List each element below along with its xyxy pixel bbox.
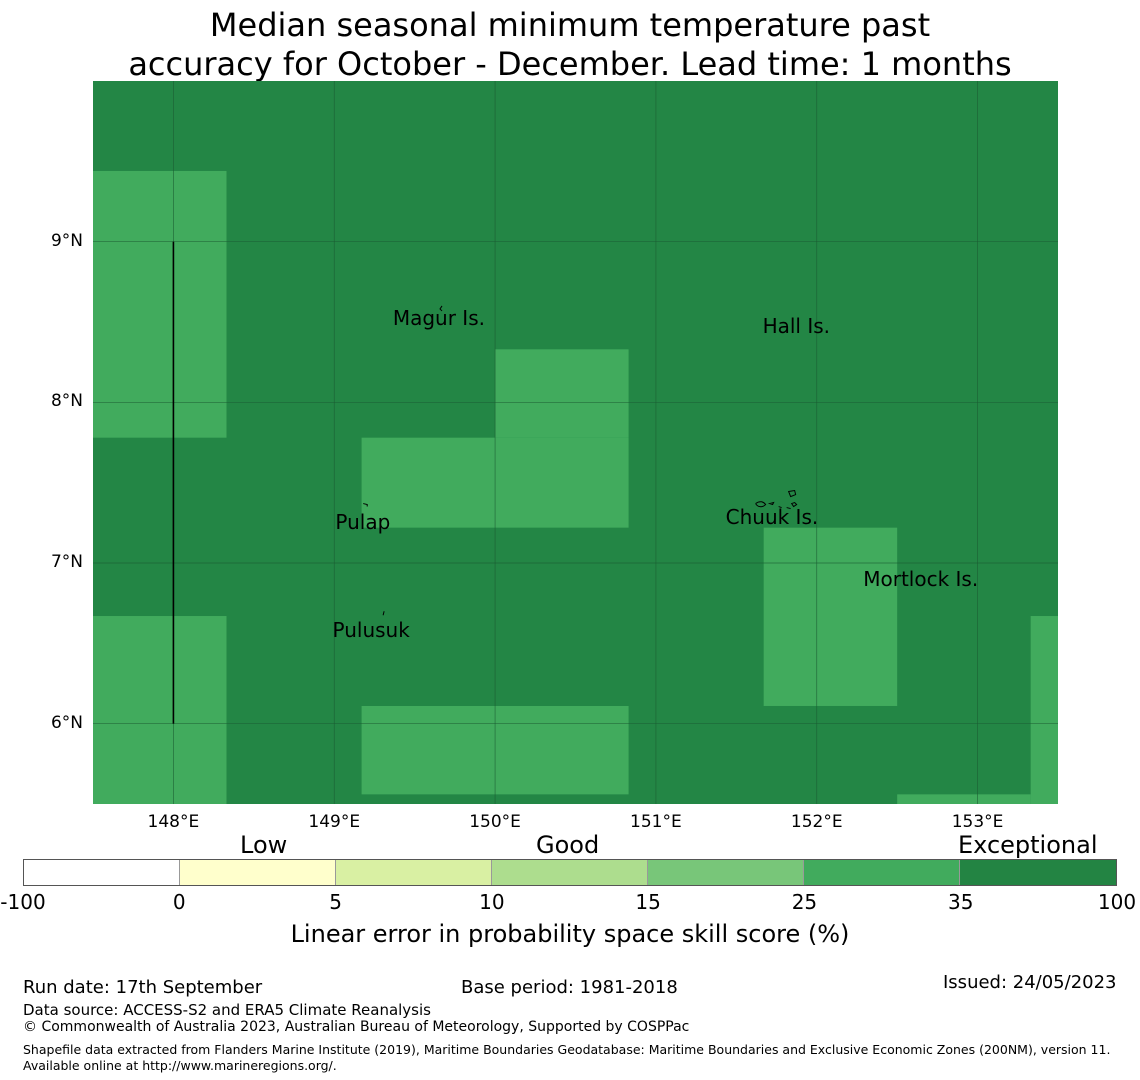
lat-label-6: 6°N [50,712,83,733]
chart-title-line-1: Median seasonal minimum temperature past [209,6,931,44]
data-source: Data source: ACCESS-S2 and ERA5 Climate … [23,1001,431,1019]
issued-date: Issued: 24/05/2023 [943,972,1117,993]
colorbar-tick-7: 100 [1097,890,1137,914]
lon-label-153: 153°E [951,812,1004,832]
colorbar-bin-4 [648,860,804,885]
place-label-hall-is: Hall Is. [762,313,831,338]
magur-island [439,305,443,312]
legend-category-low: Low [240,831,288,859]
legend-category-good: Good [536,831,600,859]
legend-colorbar [23,859,1117,886]
lat-label-8: 8°N [50,391,83,412]
pulap-island [363,503,368,507]
colorbar-tick-2: 5 [329,890,342,914]
run-date: Run date: 17th September [23,977,263,998]
place-label-pulusuk: Pulusuk [332,618,410,643]
base-period: Base period: 1981-2018 [461,977,678,998]
colorbar-tick-3: 10 [479,890,505,914]
colorbar-bin-0 [24,860,180,885]
lon-label-152: 152°E [790,812,843,832]
legend-category-exceptional: Exceptional [958,831,1098,859]
place-label-magur-is: Magur Is. [392,305,485,330]
colorbar-tick-6: 35 [947,890,974,914]
skill-cell-6 [763,527,898,706]
pulusuk-island [382,611,385,616]
skill-cell-8 [1030,616,1058,804]
lon-label-150: 150°E [469,812,521,832]
colorbar-tick-0: -100 [0,890,46,914]
lon-label-151: 151°E [630,812,682,832]
colorbar-bin-6 [960,860,1116,885]
skill-cell-1 [93,170,227,438]
colorbar-bin-1 [180,860,336,885]
lon-label-148: 148°E [147,812,200,832]
shapefile-credit: Shapefile data extracted from Flanders M… [23,1042,1111,1073]
skill-cell-7 [897,794,1031,804]
chart-title-line-2: accuracy for October - December. Lead ti… [128,45,1012,83]
colorbar-tick-4: 15 [635,890,661,914]
colorbar-tick-1: 0 [172,890,186,914]
copyright: © Commonwealth of Australia 2023, Austra… [23,1019,690,1035]
place-label-pulap: Pulap [335,509,391,534]
legend-axis-label: Linear error in probability space skill … [290,920,850,948]
lat-label-9: 9°N [50,230,83,251]
colorbar-bin-2 [336,860,492,885]
place-label-chuuk-is: Chuuk Is. [725,504,819,529]
place-label-mortlock-is: Mortlock Is. [863,567,979,591]
colorbar-tick-5: 25 [791,890,818,914]
skill-cell-3 [495,349,629,438]
lat-label-7: 7°N [50,552,83,572]
chuuk-islands [755,489,798,510]
colorbar-bin-5 [804,860,960,885]
skill-cell-4 [93,616,227,804]
colorbar-bin-3 [492,860,648,885]
lon-label-149: 149°E [308,812,361,832]
skill-map [93,81,1058,804]
